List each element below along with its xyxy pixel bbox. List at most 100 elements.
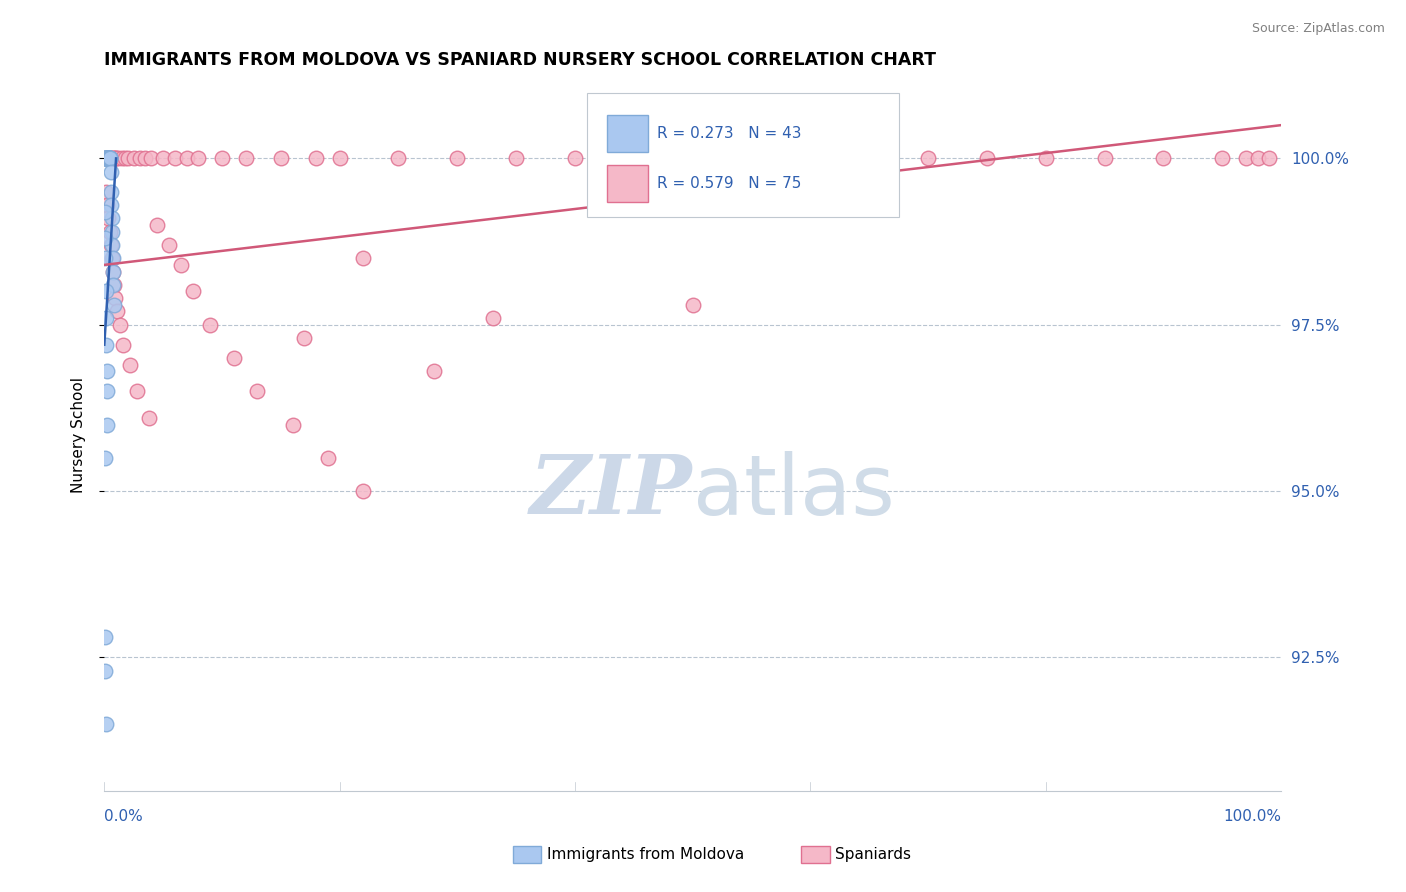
Point <box>741 152 763 166</box>
Point <box>281 417 304 432</box>
Point <box>94 311 117 326</box>
Point <box>117 152 139 166</box>
Point <box>170 258 193 272</box>
Point <box>94 251 117 265</box>
Point <box>98 152 121 166</box>
Point <box>101 225 124 239</box>
Point <box>96 364 118 378</box>
Point <box>181 285 204 299</box>
Point <box>105 304 128 318</box>
Point <box>112 337 135 351</box>
Point <box>100 198 122 212</box>
Point <box>187 152 209 166</box>
Point <box>505 152 527 166</box>
FancyBboxPatch shape <box>607 115 648 152</box>
Point <box>100 238 122 252</box>
Point <box>94 152 117 166</box>
Point <box>101 277 124 292</box>
Point <box>94 664 117 678</box>
Point <box>94 152 117 166</box>
Point <box>423 364 446 378</box>
Point <box>98 152 121 166</box>
Text: IMMIGRANTS FROM MOLDOVA VS SPANIARD NURSERY SCHOOL CORRELATION CHART: IMMIGRANTS FROM MOLDOVA VS SPANIARD NURS… <box>104 51 936 69</box>
Point <box>98 152 121 166</box>
Point <box>1211 152 1233 166</box>
Point <box>1152 152 1174 166</box>
Point <box>211 152 233 166</box>
Point <box>98 152 121 166</box>
Text: 0.0%: 0.0% <box>104 809 143 824</box>
Text: Immigrants from Moldova: Immigrants from Moldova <box>547 847 744 862</box>
Point <box>97 152 120 166</box>
Point <box>799 152 821 166</box>
Point <box>682 152 704 166</box>
Point <box>222 351 245 365</box>
Point <box>352 251 374 265</box>
Point <box>94 717 117 731</box>
Point <box>146 218 169 232</box>
Point <box>96 152 118 166</box>
Text: R = 0.579   N = 75: R = 0.579 N = 75 <box>658 176 801 191</box>
Point <box>96 337 118 351</box>
Point <box>94 450 117 465</box>
Point <box>96 152 118 166</box>
Point <box>100 152 122 166</box>
Point <box>97 211 120 226</box>
Text: R = 0.273   N = 43: R = 0.273 N = 43 <box>658 126 801 141</box>
Point <box>200 318 222 332</box>
Point <box>114 152 136 166</box>
Point <box>163 152 186 166</box>
Point <box>481 311 503 326</box>
Point <box>103 298 125 312</box>
Point <box>94 152 117 166</box>
Point <box>1094 152 1116 166</box>
Point <box>564 152 586 166</box>
Point <box>176 152 198 166</box>
Point <box>94 285 117 299</box>
Point <box>97 152 120 166</box>
Point <box>270 152 292 166</box>
Point <box>97 152 120 166</box>
Point <box>682 298 704 312</box>
Point <box>976 152 998 166</box>
Point <box>104 291 127 305</box>
Point <box>246 384 269 399</box>
Point <box>97 152 120 166</box>
Point <box>623 152 645 166</box>
Point <box>100 165 122 179</box>
Point <box>94 204 117 219</box>
Point <box>120 358 142 372</box>
Point <box>1035 152 1057 166</box>
Point <box>316 450 339 465</box>
Point <box>94 152 117 166</box>
FancyBboxPatch shape <box>607 165 648 202</box>
Point <box>96 152 118 166</box>
Point <box>94 152 117 166</box>
Point <box>98 152 121 166</box>
Point <box>446 152 468 166</box>
Point <box>101 251 124 265</box>
Point <box>122 152 145 166</box>
Point <box>98 152 121 166</box>
Point <box>387 152 409 166</box>
Point <box>100 185 122 199</box>
Point <box>141 152 163 166</box>
Point <box>858 152 880 166</box>
Point <box>94 231 117 245</box>
Point <box>101 264 124 278</box>
Point <box>96 384 118 399</box>
Point <box>94 185 117 199</box>
Point <box>1234 152 1257 166</box>
Point <box>101 251 124 265</box>
Point <box>352 484 374 499</box>
Text: ZIP: ZIP <box>530 451 693 532</box>
Point <box>152 152 174 166</box>
Point <box>235 152 257 166</box>
Point <box>97 152 120 166</box>
Point <box>98 152 121 166</box>
FancyBboxPatch shape <box>586 93 898 218</box>
Point <box>104 152 127 166</box>
Text: Source: ZipAtlas.com: Source: ZipAtlas.com <box>1251 22 1385 36</box>
Point <box>97 152 120 166</box>
Point <box>100 152 122 166</box>
